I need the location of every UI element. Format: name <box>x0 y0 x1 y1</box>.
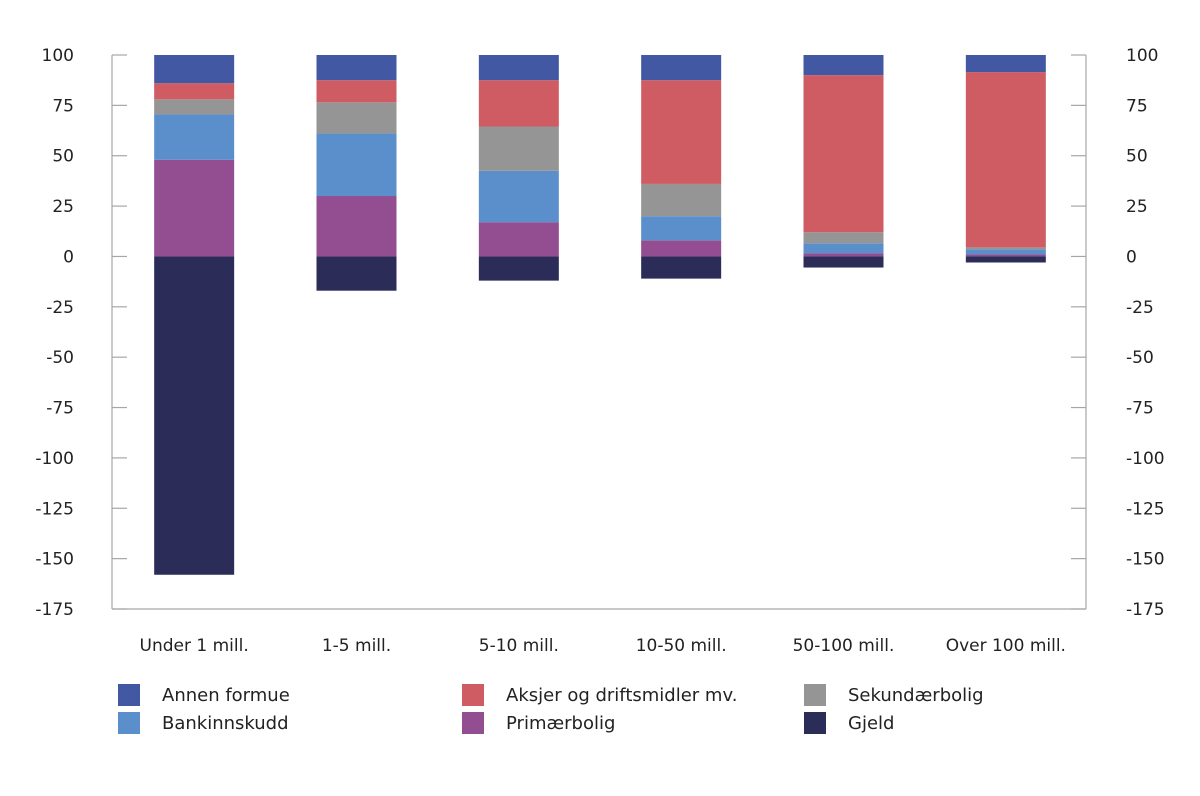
y-tick-label-left: 25 <box>52 197 74 217</box>
legend-swatch <box>462 684 484 706</box>
legend-label: Sekundærbolig <box>848 684 984 706</box>
bar-segment-bankinnskudd <box>478 170 559 223</box>
bar-segment-annen-formue <box>641 55 722 81</box>
axes: 100 100 75 75 50 50 25 25 0 0 -25 -25 -50 -50 -75 -75 -1… <box>35 46 1164 620</box>
y-tick-label-right: -75 <box>1126 399 1154 419</box>
bar-segment-bankinnskudd <box>965 249 1046 255</box>
y-tick-label-right: -50 <box>1126 348 1154 368</box>
bar-segment-gjeld <box>316 256 397 291</box>
bar-segment-primærbolig <box>803 253 884 257</box>
bar-segment-annen-formue <box>154 55 235 84</box>
bar-segment-primærbolig <box>641 240 722 257</box>
x-category-label: Over 100 mill. <box>946 636 1066 656</box>
bar-segment-annen-formue <box>965 55 1046 73</box>
bar-segment-bankinnskudd <box>154 114 235 160</box>
bar-segment-gjeld <box>154 256 235 575</box>
category-labels: Under 1 mill. 1-5 mill. 5-10 mill. 10-50 mi… <box>140 636 1066 656</box>
bar-segment-gjeld <box>803 256 884 268</box>
y-tick-label-left: -25 <box>46 298 74 318</box>
bar-segment-aksjer-og-driftsmidler-mv- <box>803 75 884 233</box>
y-tick-label-left: -175 <box>35 600 74 620</box>
bar-segment-sekundærbolig <box>965 247 1046 250</box>
y-tick-label-left: -125 <box>35 499 74 519</box>
y-tick-label-right: 50 <box>1126 147 1148 167</box>
bar-segment-aksjer-og-driftsmidler-mv- <box>965 72 1046 248</box>
y-tick-label-right: -100 <box>1126 449 1165 469</box>
stacked-bar-chart: 100 100 75 75 50 50 25 25 0 0 -25 -25 -50 -50 -75 -75 -1… <box>35 46 1164 656</box>
bar-segment-bankinnskudd <box>803 243 884 254</box>
bar-segment-sekundærbolig <box>316 102 397 134</box>
bar-segment-aksjer-og-driftsmidler-mv- <box>154 83 235 100</box>
bar-segment-primærbolig <box>154 159 235 257</box>
y-tick-label-right: -25 <box>1126 298 1154 318</box>
y-tick-label-left: 75 <box>52 96 74 116</box>
bar-segment-aksjer-og-driftsmidler-mv- <box>641 80 722 184</box>
bar-segment-bankinnskudd <box>316 133 397 197</box>
legend-label: Gjeld <box>848 712 895 734</box>
bar-segment-annen-formue <box>478 55 559 81</box>
bar-segment-bankinnskudd <box>641 216 722 241</box>
legend-label: Annen formue <box>162 684 290 706</box>
y-tick-label-right: -150 <box>1126 550 1165 570</box>
legend-swatch <box>118 712 140 734</box>
y-tick-label-left: -100 <box>35 449 74 469</box>
legend-item-primaerbolig: Primærbolig <box>462 710 615 736</box>
y-tick-label-right: -175 <box>1126 600 1165 620</box>
bar-segment-sekundærbolig <box>154 99 235 115</box>
y-tick-label-left: -50 <box>46 348 74 368</box>
y-tick-label-left: 0 <box>63 247 74 267</box>
legend-item-aksjer: Aksjer og driftsmidler mv. <box>462 682 737 708</box>
bar-segment-aksjer-og-driftsmidler-mv- <box>478 80 559 127</box>
bar-segment-sekundærbolig <box>478 126 559 171</box>
legend-item-annen-formue: Annen formue <box>118 682 290 708</box>
x-category-label: Under 1 mill. <box>140 636 249 656</box>
x-category-label: 5-10 mill. <box>479 636 559 656</box>
bar-segment-primærbolig <box>316 196 397 257</box>
y-tick-label-right: 100 <box>1126 46 1158 66</box>
legend-swatch <box>462 712 484 734</box>
y-tick-label-left: -150 <box>35 550 74 570</box>
x-category-label: 1-5 mill. <box>322 636 391 656</box>
x-category-label: 10-50 mill. <box>636 636 727 656</box>
x-category-label: 50-100 mill. <box>793 636 895 656</box>
y-tick-label-right: 25 <box>1126 197 1148 217</box>
y-tick-label-left: 50 <box>52 147 74 167</box>
bar-segment-gjeld <box>641 256 722 279</box>
legend-label: Bankinnskudd <box>162 712 289 734</box>
y-tick-label-left: -75 <box>46 399 74 419</box>
bars <box>154 55 1046 575</box>
y-tick-label-right: -125 <box>1126 499 1165 519</box>
legend-label: Aksjer og driftsmidler mv. <box>506 684 738 706</box>
bar-segment-annen-formue <box>316 55 397 81</box>
bar-segment-sekundærbolig <box>803 232 884 244</box>
y-tick-label-right: 0 <box>1126 247 1137 267</box>
bar-segment-primærbolig <box>965 254 1046 257</box>
bar-segment-primærbolig <box>478 222 559 257</box>
bar-segment-gjeld <box>478 256 559 281</box>
bar-segment-aksjer-og-driftsmidler-mv- <box>316 80 397 103</box>
bar-segment-annen-formue <box>803 55 884 76</box>
legend-swatch <box>118 684 140 706</box>
legend-item-gjeld: Gjeld <box>804 710 894 736</box>
y-tick-label-right: 75 <box>1126 96 1148 116</box>
legend-swatch <box>804 712 826 734</box>
legend-label: Primærbolig <box>506 712 616 734</box>
bar-segment-gjeld <box>965 256 1046 263</box>
legend-item-bankinnskudd: Bankinnskudd <box>118 710 289 736</box>
y-tick-label-left: 100 <box>42 46 74 66</box>
legend-item-sekundaerbolig: Sekundærbolig <box>804 682 984 708</box>
bar-segment-sekundærbolig <box>641 183 722 217</box>
legend-swatch <box>804 684 826 706</box>
